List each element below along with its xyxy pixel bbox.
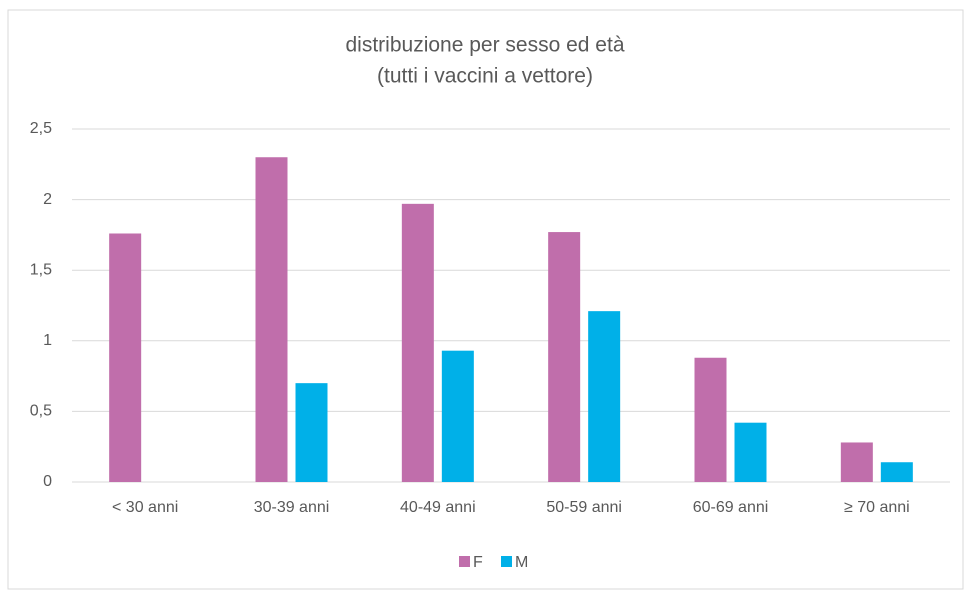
x-tick-label: 60-69 anni [693,499,769,516]
bar [840,442,873,482]
x-tick-label: 40-49 anni [400,499,476,516]
x-tick-label: 50-59 anni [546,499,622,516]
bar [109,233,142,482]
bar [588,311,621,482]
chart-subtitle: (tutti i vaccini a vettore) [377,65,593,88]
y-tick-label: 1,5 [30,261,52,278]
x-tick-label: ≥ 70 anni [844,499,910,516]
chart-title: distribuzione per sesso ed età [346,34,625,57]
legend-swatch [459,556,470,567]
bar [548,232,581,482]
bar [255,157,288,483]
bar [880,462,913,482]
bar [734,422,767,482]
y-tick-label: 0,5 [30,403,52,420]
y-tick-label: 2 [43,191,52,208]
bar [441,350,474,482]
x-tick-label: < 30 anni [112,499,178,516]
legend-label: F [473,554,483,571]
y-tick-label: 2,5 [30,120,52,137]
chart-border [7,9,964,590]
bar [295,383,328,482]
y-tick-label: 0 [43,473,52,490]
bar [694,357,727,482]
bar [401,203,434,482]
x-tick-label: 30-39 anni [254,499,330,516]
legend-label: M [515,554,528,571]
legend-swatch [501,556,512,567]
y-tick-label: 1 [43,332,52,349]
